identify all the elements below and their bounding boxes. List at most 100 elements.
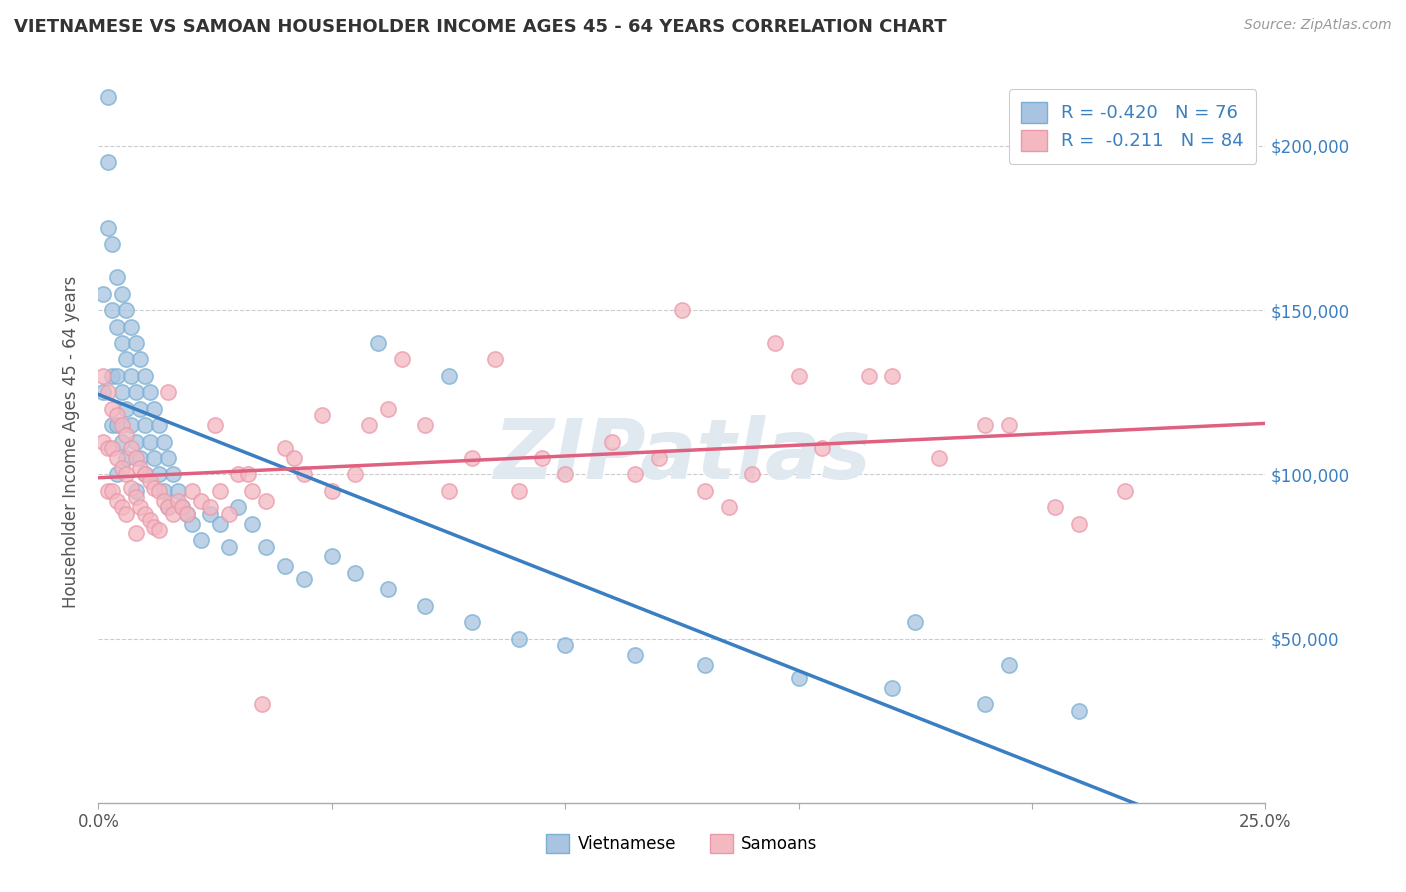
Point <box>101 401 124 416</box>
Point <box>787 368 810 383</box>
Point <box>218 540 240 554</box>
Point <box>190 533 212 547</box>
Point <box>717 500 740 515</box>
Point <box>311 409 333 423</box>
Point <box>134 467 156 482</box>
Point <box>101 483 124 498</box>
Point <box>111 460 134 475</box>
Point <box>461 450 484 465</box>
Point <box>125 526 148 541</box>
Point <box>105 270 128 285</box>
Point <box>321 549 343 564</box>
Point <box>139 513 162 527</box>
Point <box>97 89 120 103</box>
Legend: Vietnamese, Samoans: Vietnamese, Samoans <box>540 827 824 860</box>
Point <box>143 520 166 534</box>
Point <box>166 493 188 508</box>
Point <box>91 385 114 400</box>
Point <box>204 418 226 433</box>
Point <box>236 467 259 482</box>
Point <box>91 434 114 449</box>
Point <box>148 467 170 482</box>
Point <box>242 516 264 531</box>
Point <box>97 441 120 455</box>
Point <box>880 681 903 695</box>
Point <box>997 418 1019 433</box>
Point <box>101 441 124 455</box>
Point <box>91 368 114 383</box>
Point <box>125 336 148 351</box>
Point <box>359 418 381 433</box>
Point <box>120 481 142 495</box>
Point <box>413 599 436 613</box>
Point <box>111 336 134 351</box>
Point <box>928 450 950 465</box>
Point <box>256 493 278 508</box>
Point <box>162 467 184 482</box>
Point <box>134 507 156 521</box>
Point <box>143 481 166 495</box>
Point <box>321 483 343 498</box>
Point <box>377 582 399 597</box>
Point <box>134 418 156 433</box>
Point <box>101 368 124 383</box>
Point <box>120 418 142 433</box>
Point <box>671 303 693 318</box>
Point <box>1114 483 1136 498</box>
Point <box>437 483 460 498</box>
Point <box>129 450 152 465</box>
Point <box>218 507 240 521</box>
Point <box>413 418 436 433</box>
Point <box>125 491 148 505</box>
Point <box>880 368 903 383</box>
Point <box>176 507 198 521</box>
Point <box>148 523 170 537</box>
Point <box>120 441 142 455</box>
Point <box>695 657 717 672</box>
Point <box>157 500 180 515</box>
Point <box>105 409 128 423</box>
Point <box>228 500 250 515</box>
Point <box>97 155 120 169</box>
Point <box>367 336 389 351</box>
Point <box>139 434 162 449</box>
Point <box>105 450 128 465</box>
Point <box>125 483 148 498</box>
Point <box>115 450 138 465</box>
Point <box>152 493 174 508</box>
Point <box>152 483 174 498</box>
Point <box>166 483 188 498</box>
Point <box>1067 704 1090 718</box>
Point <box>858 368 880 383</box>
Point <box>624 648 647 662</box>
Point <box>101 303 124 318</box>
Point <box>97 221 120 235</box>
Point <box>811 441 834 455</box>
Point <box>105 467 128 482</box>
Point <box>148 483 170 498</box>
Point <box>283 450 305 465</box>
Point <box>1067 516 1090 531</box>
Point <box>101 237 124 252</box>
Point <box>256 540 278 554</box>
Point <box>997 657 1019 672</box>
Point <box>554 638 576 652</box>
Point <box>437 368 460 383</box>
Point <box>105 493 128 508</box>
Point <box>125 450 148 465</box>
Point <box>139 385 162 400</box>
Point <box>157 450 180 465</box>
Point <box>624 467 647 482</box>
Point <box>228 467 250 482</box>
Point <box>111 418 134 433</box>
Point <box>129 401 152 416</box>
Point <box>208 516 231 531</box>
Point <box>787 671 810 685</box>
Point <box>115 303 138 318</box>
Point <box>274 441 297 455</box>
Point <box>190 493 212 508</box>
Point <box>974 698 997 712</box>
Point <box>250 698 273 712</box>
Point <box>200 500 222 515</box>
Point <box>176 507 198 521</box>
